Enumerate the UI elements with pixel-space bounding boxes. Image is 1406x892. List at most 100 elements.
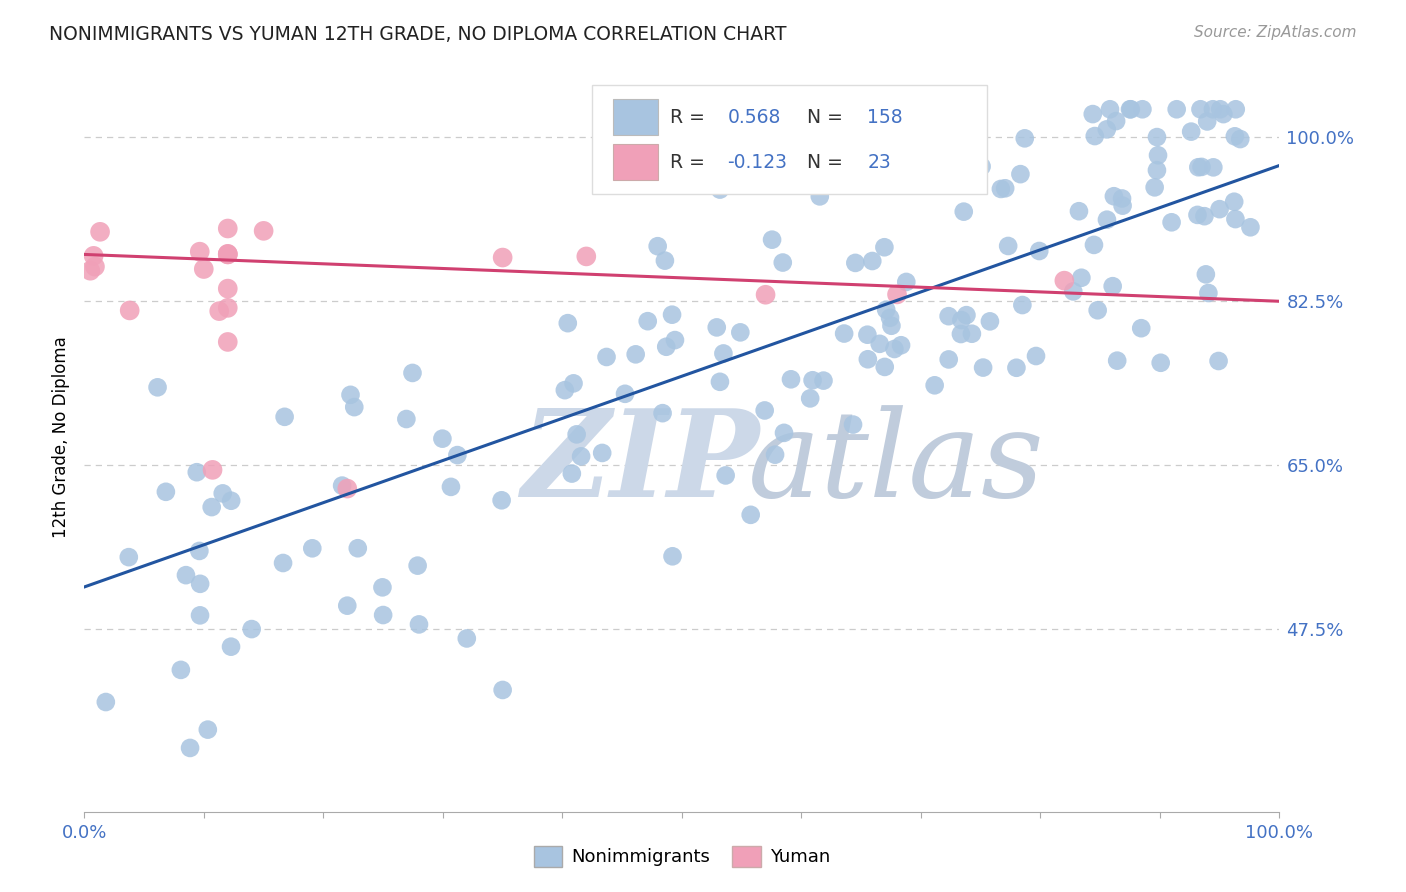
Point <box>624 347 647 361</box>
Text: atlas: atlas <box>748 405 1045 522</box>
Point <box>997 239 1019 253</box>
Point <box>730 326 752 340</box>
Point <box>832 326 855 341</box>
Point <box>188 608 211 623</box>
Point <box>253 224 276 238</box>
Point <box>717 106 740 120</box>
Point <box>856 352 879 367</box>
Point <box>755 287 778 301</box>
Point <box>780 372 803 386</box>
Point <box>217 334 239 349</box>
Text: ZIP: ZIP <box>520 404 759 523</box>
Point <box>193 262 215 277</box>
Point <box>174 568 197 582</box>
Point <box>89 225 111 239</box>
Point <box>1197 114 1219 128</box>
Point <box>896 275 918 289</box>
Point <box>1212 107 1234 121</box>
Point <box>654 253 676 268</box>
Point <box>575 249 598 263</box>
Point <box>651 406 673 420</box>
Point <box>1098 102 1121 116</box>
Point <box>1111 199 1133 213</box>
Point <box>1107 353 1129 368</box>
Point <box>955 308 977 322</box>
Point <box>1053 274 1076 288</box>
Point <box>591 446 613 460</box>
Point <box>1062 285 1084 299</box>
Point <box>1070 270 1092 285</box>
Point <box>713 346 735 360</box>
Point <box>188 544 211 558</box>
Point <box>1187 160 1209 174</box>
Point <box>1146 163 1168 178</box>
Point <box>1202 161 1225 175</box>
Point <box>1223 194 1246 209</box>
Point <box>217 221 239 235</box>
Point <box>446 448 468 462</box>
Point <box>970 160 993 174</box>
Point <box>1025 349 1047 363</box>
Point <box>217 282 239 296</box>
Point <box>875 302 897 317</box>
Point <box>938 309 960 323</box>
Point <box>188 244 211 259</box>
Point <box>219 493 242 508</box>
Point <box>339 388 361 402</box>
Point <box>146 380 169 394</box>
Point <box>1209 102 1232 116</box>
Point <box>661 549 683 564</box>
Text: 0.568: 0.568 <box>727 108 780 127</box>
Point <box>1225 212 1247 227</box>
Point <box>1005 360 1028 375</box>
Point <box>186 465 208 479</box>
Point <box>1028 244 1050 258</box>
Point <box>565 427 588 442</box>
Point <box>271 556 294 570</box>
Point <box>1229 132 1251 146</box>
Point <box>301 541 323 556</box>
Point <box>217 247 239 261</box>
Point <box>595 350 617 364</box>
Point <box>406 558 429 573</box>
Point <box>808 189 831 203</box>
Point <box>706 320 728 334</box>
Point <box>1239 220 1261 235</box>
Point <box>950 313 973 327</box>
Point <box>1223 129 1246 144</box>
Point <box>94 695 117 709</box>
FancyBboxPatch shape <box>592 85 987 194</box>
Point <box>1166 102 1188 116</box>
Point <box>714 468 737 483</box>
Point <box>343 400 366 414</box>
Point <box>754 403 776 417</box>
Point <box>373 608 395 623</box>
Legend: Nonimmigrants, Yuman: Nonimmigrants, Yuman <box>526 838 838 874</box>
Point <box>492 251 515 265</box>
Point <box>664 333 686 347</box>
Point <box>1081 107 1104 121</box>
Point <box>170 663 193 677</box>
Point <box>1011 298 1033 312</box>
Point <box>197 723 219 737</box>
Point <box>408 617 430 632</box>
Point <box>371 580 394 594</box>
Point <box>1208 354 1230 368</box>
Point <box>860 254 883 268</box>
Point <box>880 318 903 333</box>
Point <box>924 378 946 392</box>
Text: 158: 158 <box>868 108 903 127</box>
Point <box>330 478 353 492</box>
Point <box>979 314 1001 328</box>
Point <box>1014 131 1036 145</box>
Point <box>492 683 515 698</box>
Point <box>211 486 233 500</box>
Point <box>1147 148 1170 162</box>
Point <box>118 303 141 318</box>
Point <box>709 375 731 389</box>
Point <box>1130 321 1153 335</box>
Point <box>960 326 983 341</box>
Point <box>883 342 905 356</box>
Point <box>869 336 891 351</box>
Point <box>336 482 359 496</box>
